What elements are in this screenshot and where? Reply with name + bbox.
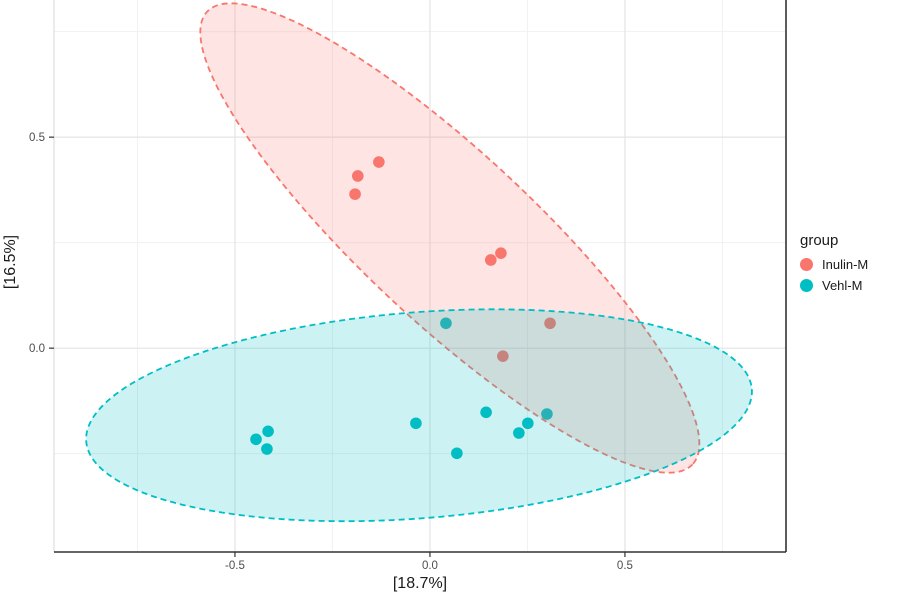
data-point-vehl-m — [541, 408, 553, 420]
legend-dot-vehl-m-icon — [800, 279, 813, 292]
legend-dot-inulin-m-icon — [800, 258, 813, 271]
legend-label-vehl-m: Vehl-M — [822, 278, 863, 293]
legend-title: group — [800, 232, 839, 249]
data-point-vehl-m — [262, 425, 274, 438]
data-point-inulin-m — [349, 188, 361, 200]
x-tick-label: 0.0 — [422, 560, 438, 572]
data-point-inulin-m — [544, 317, 556, 330]
y-tick-label: 0.5 — [29, 132, 45, 144]
confidence-ellipse-vehl-m — [85, 308, 753, 523]
legend-item-vehl-m: Vehl-M — [800, 278, 868, 293]
data-point-vehl-m — [522, 417, 534, 430]
x-tick-label: -0.5 — [225, 560, 245, 572]
data-point-vehl-m — [451, 447, 463, 460]
data-point-vehl-m — [440, 317, 452, 330]
data-point-inulin-m — [484, 254, 497, 266]
legend-label-inulin-m: Inulin-M — [822, 257, 869, 272]
data-point-inulin-m — [497, 350, 509, 362]
data-point-inulin-m — [495, 247, 507, 260]
x-axis-title: [18.7%] — [392, 575, 448, 592]
data-point-inulin-m — [373, 156, 385, 168]
y-axis-title: [16.5%] — [2, 234, 19, 290]
x-tick-label: 0.5 — [617, 560, 633, 572]
data-point-vehl-m — [513, 427, 525, 439]
data-point-inulin-m — [351, 170, 364, 182]
data-point-vehl-m — [480, 406, 492, 419]
legend-item-inulin-m: Inulin-M — [800, 257, 868, 272]
confidence-ellipse-inulin-m — [199, 2, 701, 474]
data-point-vehl-m — [261, 443, 273, 455]
y-tick-label: 0.0 — [29, 343, 45, 355]
data-point-vehl-m — [410, 417, 422, 430]
legend: group Inulin-M Vehl-M — [800, 232, 868, 299]
data-point-vehl-m — [250, 433, 262, 446]
